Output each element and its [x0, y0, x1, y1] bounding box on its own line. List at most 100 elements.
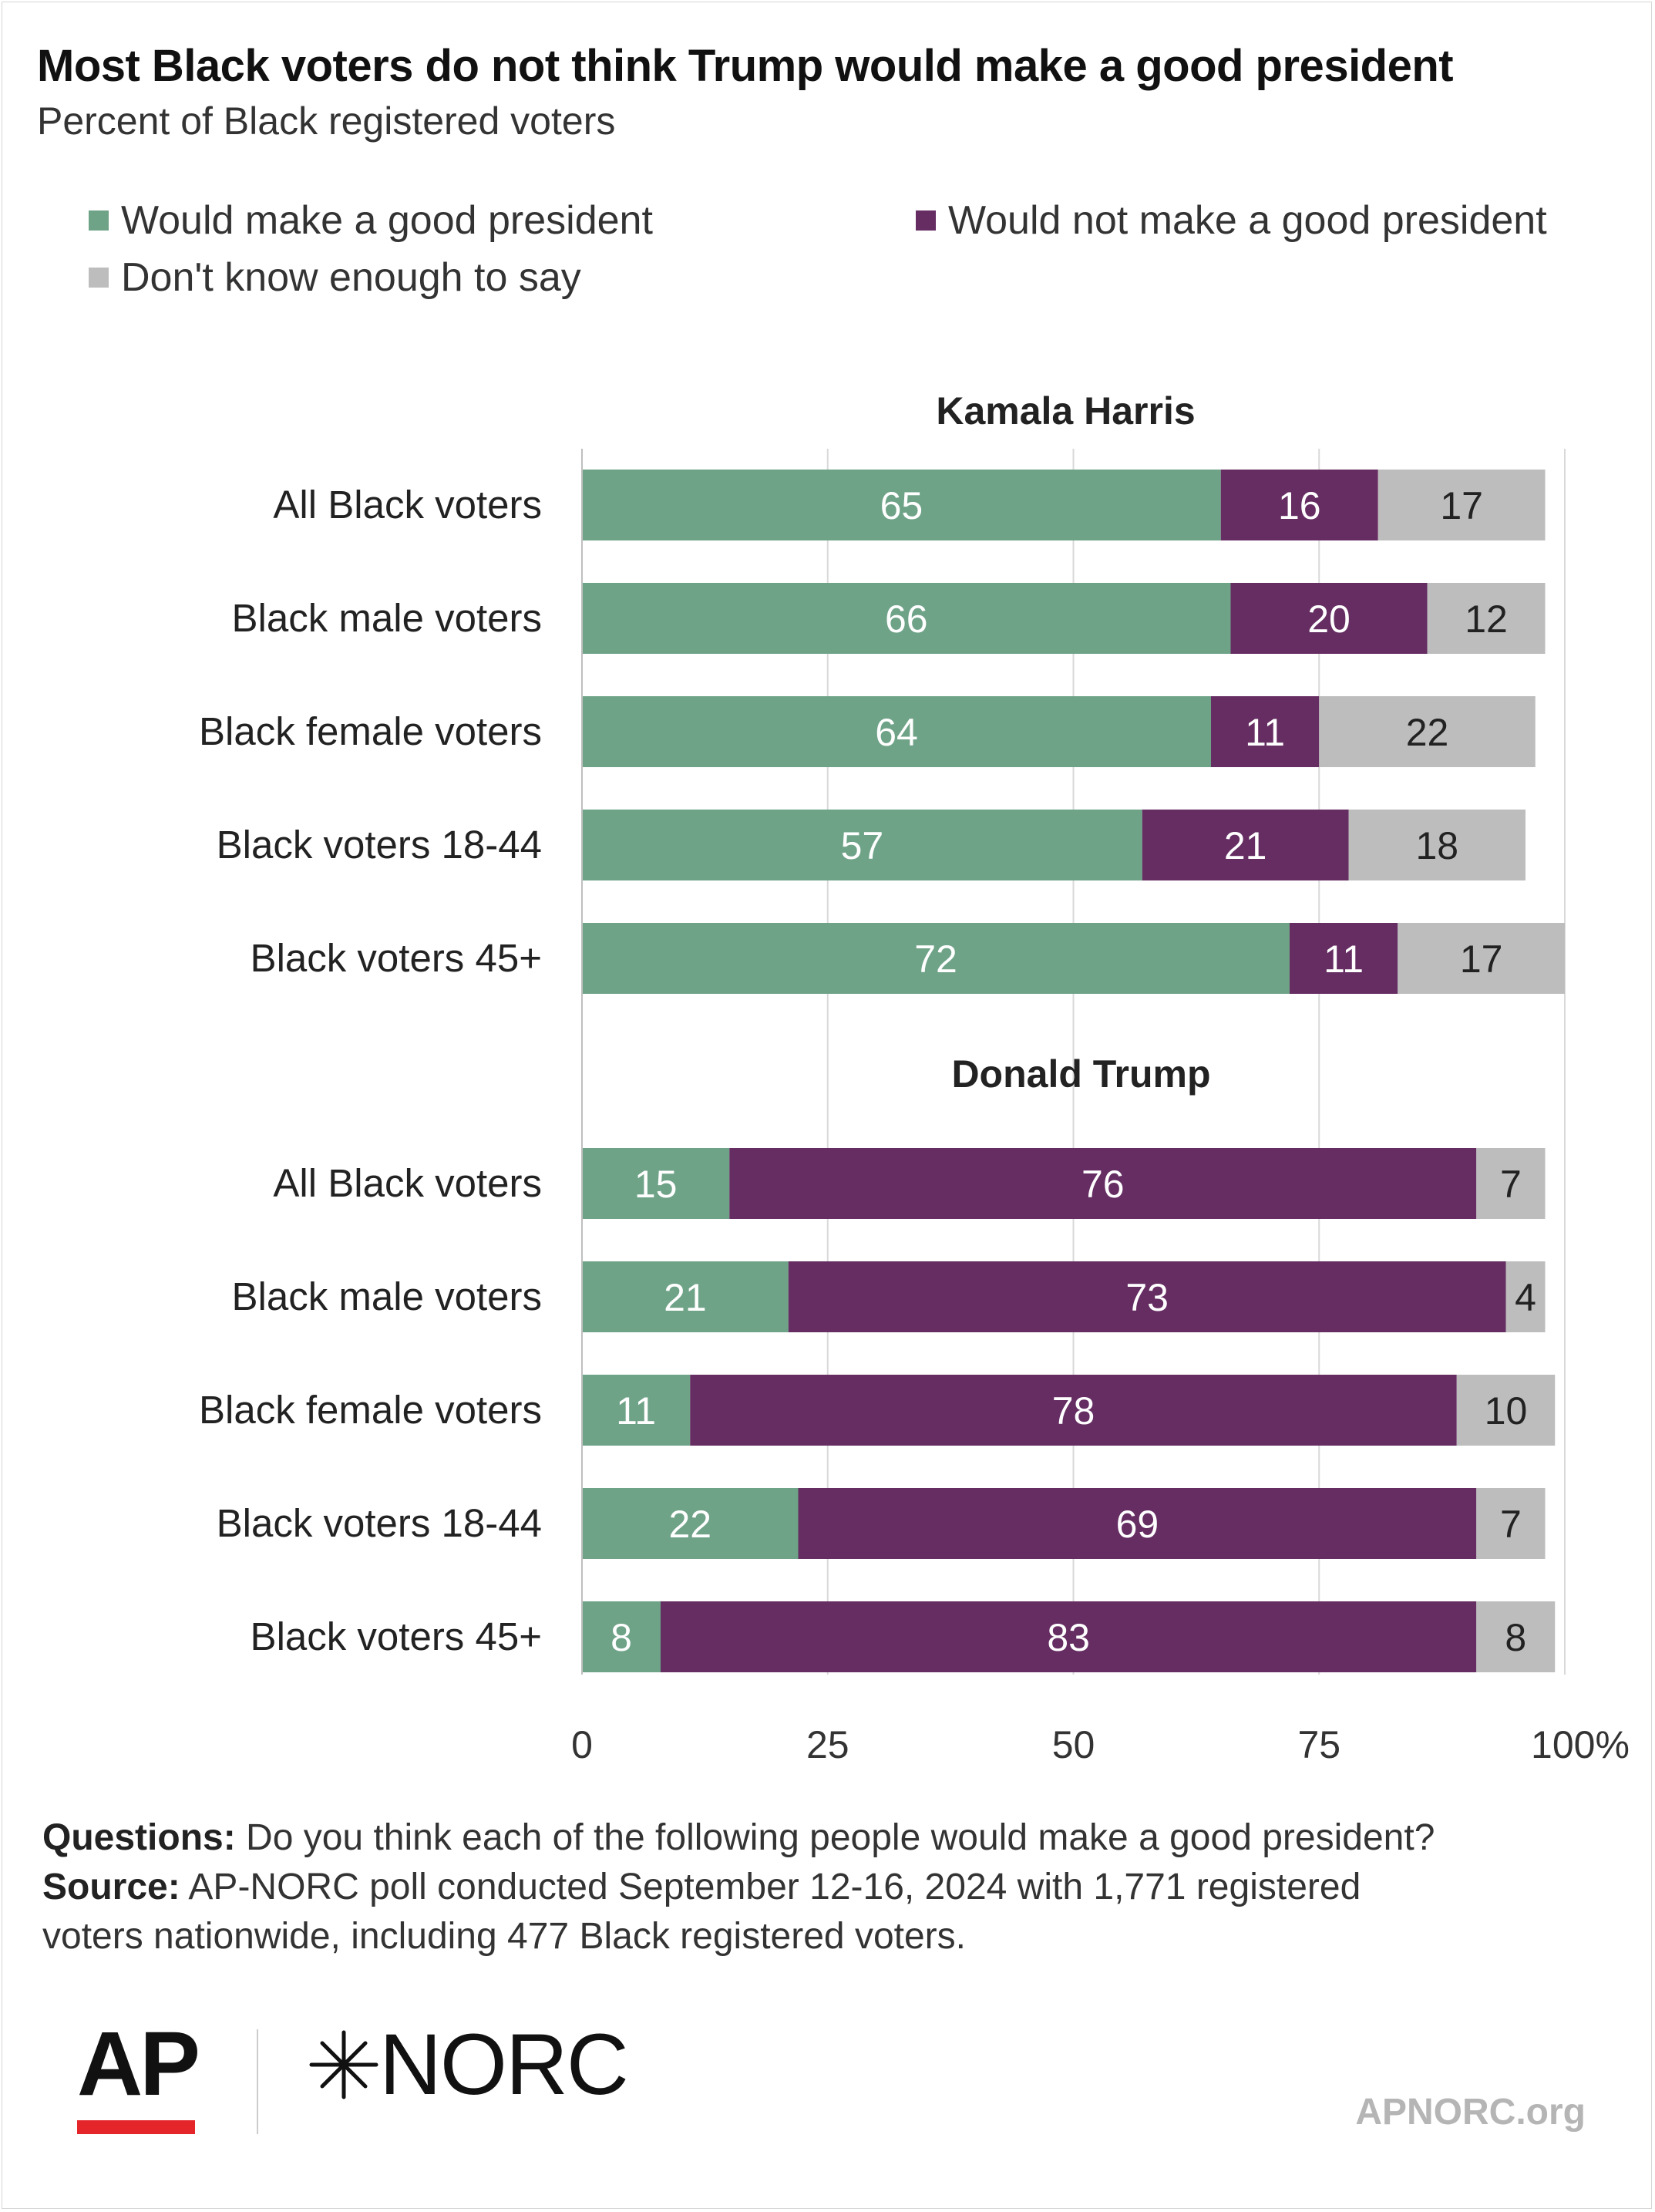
bar-segment: [788, 1261, 1506, 1332]
data-label: 10: [1485, 1389, 1528, 1433]
data-label: 18: [1415, 824, 1458, 867]
chart-footer: Questions: Do you think each of the foll…: [42, 1813, 1630, 1961]
bar-segment: [582, 470, 1221, 540]
data-label: 57: [841, 824, 884, 867]
x-tick-label: 50: [1052, 1723, 1095, 1766]
legend-label-not-good: Would not make a good president: [948, 198, 1547, 243]
data-label: 78: [1052, 1389, 1095, 1433]
questions-text: Do you think each of the following peopl…: [246, 1817, 1435, 1858]
bar-segment: [582, 1488, 799, 1559]
chart-subtitle: Percent of Black registered voters: [37, 99, 616, 143]
bar-segment: [690, 1375, 1457, 1446]
data-label: 20: [1307, 598, 1351, 641]
source-text-2: voters nationwide, including 477 Black r…: [42, 1916, 966, 1957]
data-label: 17: [1440, 484, 1483, 527]
data-label: 21: [664, 1276, 707, 1319]
x-tick-label: 0: [571, 1723, 593, 1766]
x-tick-label: 25: [806, 1723, 849, 1766]
data-label: 83: [1047, 1616, 1090, 1659]
bar-segment: [1290, 923, 1398, 994]
data-label: 8: [611, 1616, 632, 1659]
legend-label-dont-know: Don't know enough to say: [121, 255, 581, 300]
bar-segment: [582, 1261, 789, 1332]
x-tick-label: 100%: [1531, 1723, 1630, 1766]
data-label: 12: [1465, 598, 1508, 641]
legend-swatch-good: [89, 210, 109, 231]
source-label: Source:: [42, 1867, 180, 1907]
bar-segment: [798, 1488, 1477, 1559]
data-label: 16: [1278, 484, 1321, 527]
bar-segment: [1319, 696, 1536, 767]
bar-segment: [582, 810, 1142, 880]
data-label: 8: [1505, 1616, 1526, 1659]
legend-swatch-not-good: [916, 210, 936, 231]
data-label: 7: [1500, 1163, 1522, 1206]
bar-segment: [1505, 1261, 1546, 1332]
bar-segment: [1476, 1148, 1546, 1219]
bar-segment: [1377, 470, 1546, 540]
legend-item-good: Would make a good president: [89, 197, 653, 244]
data-label: 69: [1116, 1503, 1159, 1546]
category-label: Black voters 45+: [251, 936, 542, 980]
data-label: 76: [1081, 1163, 1125, 1206]
data-label: 11: [1245, 711, 1285, 754]
legend-item-not-good: Would not make a good president: [916, 197, 1547, 244]
data-label: 11: [616, 1389, 656, 1433]
bar-segment: [1230, 583, 1428, 654]
legend-item-dont-know: Don't know enough to say: [89, 254, 581, 301]
category-label: All Black voters: [273, 483, 542, 527]
logo-divider: [257, 2029, 258, 2134]
legend-label-good: Would make a good president: [121, 198, 653, 243]
category-label: Black voters 18-44: [217, 1501, 542, 1545]
apnorc-site-link[interactable]: APNORC.org: [1355, 2092, 1586, 2133]
bar-segment: [729, 1148, 1477, 1219]
ap-logo-bar: [77, 2120, 195, 2134]
group-heading: Kamala Harris: [936, 389, 1195, 433]
bar-segment: [1211, 696, 1320, 767]
data-label: 64: [875, 711, 918, 754]
category-label: Black female voters: [199, 709, 542, 753]
bar-segment: [582, 1601, 661, 1672]
source-text-1: AP-NORC poll conducted September 12-16, …: [188, 1867, 1361, 1907]
data-label: 65: [880, 484, 923, 527]
questions-line: Questions: Do you think each of the foll…: [42, 1813, 1630, 1863]
legend-swatch-dont-know: [89, 268, 109, 288]
group-heading: Donald Trump: [951, 1052, 1210, 1096]
category-label: All Black voters: [273, 1161, 542, 1205]
bar-segment: [1456, 1375, 1556, 1446]
data-label: 15: [634, 1163, 678, 1206]
stacked-bar-chart: 0 25 50 75 100% Kamala Harris All Black voters…: [199, 389, 1630, 1766]
bar-segment: [582, 1375, 691, 1446]
data-label: 72: [914, 938, 957, 981]
data-label: 22: [668, 1503, 711, 1546]
data-label: 21: [1224, 824, 1267, 867]
source-line: Source: AP-NORC poll conducted September…: [42, 1863, 1630, 1912]
category-label: Black male voters: [232, 1274, 542, 1318]
data-label: 17: [1460, 938, 1503, 981]
data-label: 11: [1324, 938, 1364, 981]
chart-title: Most Black voters do not think Trump wou…: [37, 41, 1454, 91]
bar-segment: [1427, 583, 1546, 654]
x-tick-label: 75: [1297, 1723, 1340, 1766]
bar-segment: [1476, 1488, 1546, 1559]
data-label: 7: [1500, 1503, 1522, 1546]
bar-segment: [1220, 470, 1378, 540]
norc-star-icon: [309, 2030, 378, 2099]
norc-logo: NORC: [308, 2016, 629, 2113]
ap-logo: AP: [77, 2013, 200, 2115]
data-label: 66: [885, 598, 928, 641]
bar-segment: [582, 1148, 730, 1219]
data-label: 73: [1125, 1276, 1169, 1319]
bar-segment: [1398, 923, 1565, 994]
bar-segment: [1476, 1601, 1556, 1672]
category-label: Black voters 45+: [251, 1614, 542, 1658]
norc-logo-text: NORC: [379, 2016, 629, 2113]
bar-segment: [582, 923, 1290, 994]
category-label: Black female voters: [199, 1388, 542, 1432]
data-label: 22: [1406, 711, 1449, 754]
bar-segment: [582, 696, 1211, 767]
questions-label: Questions:: [42, 1817, 236, 1858]
bar-segment: [1348, 810, 1525, 880]
bar-segment: [1142, 810, 1349, 880]
